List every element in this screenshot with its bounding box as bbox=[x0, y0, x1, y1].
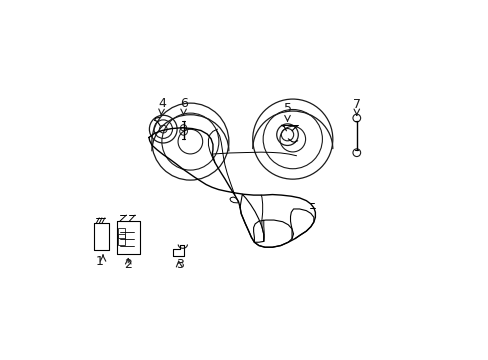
Text: 2: 2 bbox=[124, 257, 132, 270]
Text: 4: 4 bbox=[158, 97, 166, 110]
Text: 3: 3 bbox=[176, 257, 183, 270]
Text: 6: 6 bbox=[179, 97, 187, 110]
Text: 1: 1 bbox=[95, 255, 103, 268]
Text: 7: 7 bbox=[352, 98, 360, 111]
Text: 5: 5 bbox=[283, 102, 291, 115]
